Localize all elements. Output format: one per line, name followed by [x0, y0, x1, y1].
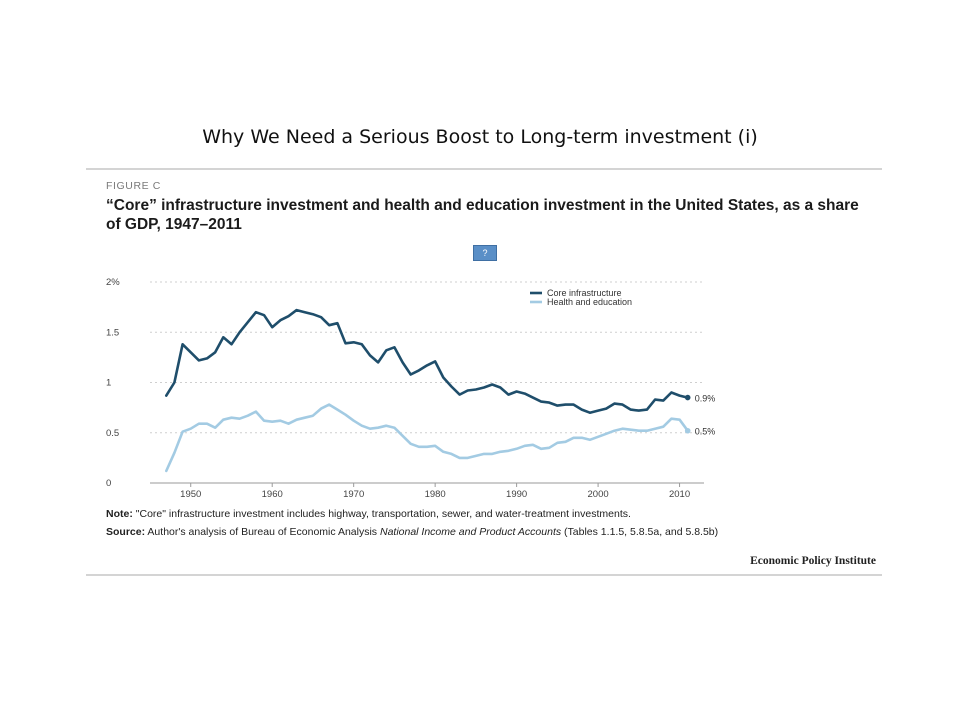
- legend-label: Core infrastructure: [547, 288, 622, 298]
- note-label: Note:: [106, 508, 133, 520]
- source-label: Source:: [106, 526, 146, 538]
- x-tick-label: 1960: [262, 489, 283, 500]
- y-tick-label: 1: [106, 378, 111, 389]
- series-end-point: [684, 427, 691, 434]
- note-text: "Core" infrastructure investment include…: [132, 508, 631, 520]
- bottom-divider: [86, 574, 882, 576]
- y-tick-label: 0.5: [106, 428, 119, 439]
- y-tick-label: 2%: [106, 277, 120, 288]
- source-italic: National Income and Product Accounts: [379, 526, 562, 538]
- series-end-point: [684, 394, 691, 401]
- x-tick-label: 1980: [425, 489, 446, 500]
- help-button[interactable]: ?: [473, 245, 497, 261]
- x-tick-label: 2010: [669, 489, 690, 500]
- line-chart: 0 0.5 1 1.5 2% 1950 1960 1970 1980 1990 2000 2010 0.…: [106, 277, 716, 500]
- series-end-label: 0.5%: [695, 427, 716, 437]
- x-tick-label: 1970: [343, 489, 364, 500]
- series-line-health-and-education: [165, 403, 690, 473]
- x-tick-label: 1990: [506, 489, 527, 500]
- x-tick-label: 1950: [180, 489, 201, 500]
- legend-label: Health and education: [547, 297, 632, 307]
- source-text-1: Author's analysis of Bureau of Economic …: [145, 526, 380, 538]
- figure-source: Source: Author's analysis of Bureau of E…: [106, 526, 866, 539]
- y-tick-label: 0: [106, 478, 111, 489]
- source-text-2: (Tables 1.1.5, 5.8.5a, and 5.8.5b): [561, 526, 719, 538]
- series-end-label: 0.9%: [695, 394, 716, 404]
- figure-label: FIGURE C: [106, 180, 161, 192]
- help-icon: ?: [482, 248, 488, 258]
- publisher-logo: Economic Policy Institute: [750, 555, 876, 567]
- y-tick-label: 1.5: [106, 327, 119, 338]
- top-divider: [86, 168, 882, 170]
- series-line-core-infrastructure: [165, 308, 690, 414]
- slide-title: Why We Need a Serious Boost to Long-term…: [202, 126, 758, 148]
- figure-note: Note: "Core" infrastructure investment i…: [106, 508, 866, 521]
- figure-title: “Core” infrastructure investment and hea…: [106, 197, 859, 233]
- x-tick-label: 2000: [588, 489, 609, 500]
